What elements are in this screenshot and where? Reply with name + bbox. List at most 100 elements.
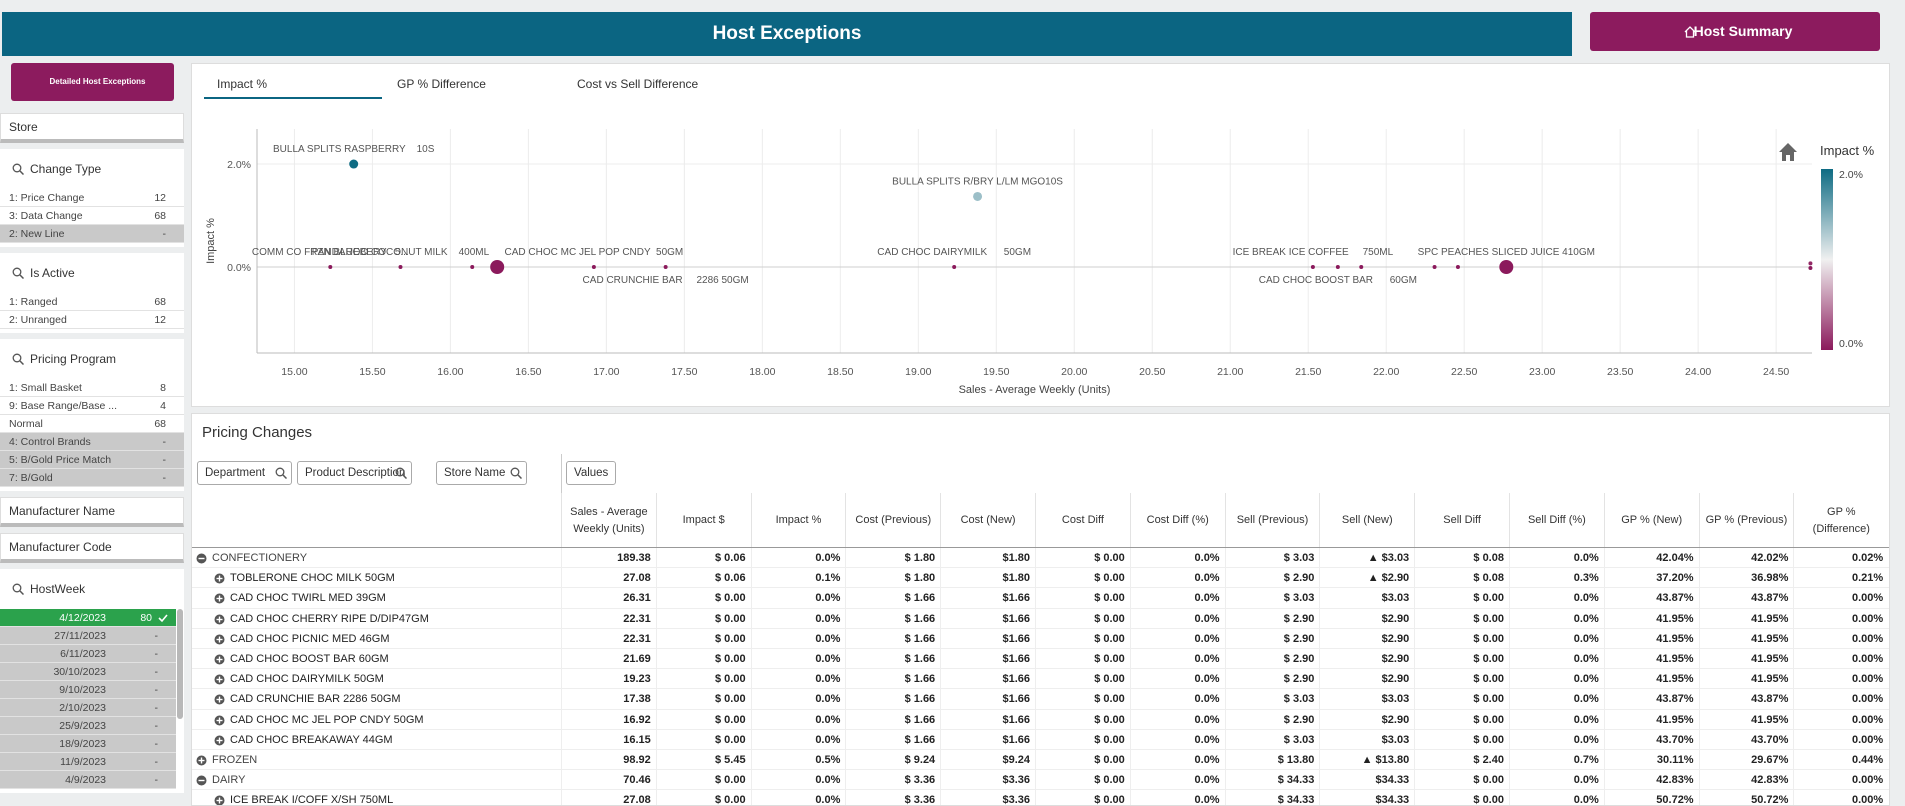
point-label: BULLA SPLITS RASPBERRY 10S <box>273 144 435 155</box>
point-label: ICE BREAK ICE COFFEE 750ML <box>1233 247 1394 258</box>
tab[interactable]: GP % Difference <box>397 77 486 91</box>
column-header: Cost (Previous) <box>845 493 940 548</box>
table-cell: $ 0.00 <box>655 790 751 805</box>
x-tick-label: 24.00 <box>1685 366 1711 378</box>
table-cell: $ 2.90 <box>1224 628 1320 649</box>
icon[interactable] <box>196 755 207 766</box>
item-count: 68 <box>154 296 166 308</box>
table-cell: 41.95% <box>1603 669 1699 690</box>
filter-item[interactable]: 9: Base Range/Base ... 4 <box>0 397 184 415</box>
table-cell: $ 1.80 <box>845 568 940 589</box>
table-cell: $ 3.36 <box>845 770 940 791</box>
host-summary-button[interactable]: Host Summary <box>1590 12 1880 51</box>
point <box>952 265 957 270</box>
icon[interactable] <box>214 654 225 665</box>
x-tick-label: 19.00 <box>905 366 931 378</box>
x-tick-label: 16.00 <box>437 366 463 378</box>
filter-item[interactable]: 30/10/2023 - <box>0 663 176 681</box>
filter-item[interactable]: 18/9/2023 - <box>0 735 176 753</box>
table-cell: 0.0% <box>1509 608 1604 629</box>
table-cell: $34.33 <box>1319 790 1414 805</box>
row-label: CAD CRUNCHIE BAR 2286 50GM <box>230 693 401 706</box>
values-button[interactable]: Values <box>566 461 616 485</box>
table-cell: 0.0% <box>1129 790 1225 805</box>
table-cell: $ 3.36 <box>845 790 940 805</box>
table-cell: $3.36 <box>940 770 1035 791</box>
table-cell: 0.00% <box>1793 770 1888 791</box>
filter-item[interactable]: 4/9/2023 - <box>0 771 176 789</box>
filter-item[interactable]: 6/11/2023 - <box>0 645 176 663</box>
column-header: GP % (New) <box>1603 493 1699 548</box>
dimension-button[interactable]: Store Name <box>436 461 527 485</box>
icon[interactable] <box>196 553 207 564</box>
filter-item[interactable]: 2: Unranged 12 <box>0 311 184 329</box>
icon[interactable] <box>214 634 225 645</box>
detail-button[interactable]: Detailed Host Exceptions <box>11 63 174 101</box>
filter-box[interactable]: Manufacturer Name <box>0 497 184 527</box>
icon <box>1684 26 1696 38</box>
icon[interactable] <box>214 593 225 604</box>
item-label: 9: Base Range/Base ... <box>9 400 117 412</box>
filter-item[interactable]: 4/12/2023 80 <box>0 609 176 627</box>
table-cell: 0.0% <box>750 770 846 791</box>
point-label: CAD CHOC MC JEL POP CNDY 50GM <box>505 247 684 258</box>
table-cell: $ 0.08 <box>1414 568 1509 589</box>
table-cell: $ 0.00 <box>655 588 751 609</box>
filter-item[interactable]: 11/9/2023 - <box>0 753 176 771</box>
icon[interactable] <box>214 715 225 726</box>
table-cell: $ 0.00 <box>1035 628 1130 649</box>
row-label: CAD CHOC MC JEL POP CNDY 50GM <box>230 713 424 726</box>
filter-box[interactable]: Store <box>0 113 184 143</box>
table-cell: 0.00% <box>1793 790 1888 805</box>
x-tick-label: 15.50 <box>359 366 385 378</box>
filter-item[interactable]: 5: B/Gold Price Match - <box>0 451 184 469</box>
table-cell: 50.72% <box>1603 790 1699 805</box>
scrollbar <box>177 609 183 719</box>
table-cell: $ 0.00 <box>1414 628 1509 649</box>
filter-item[interactable]: 9/10/2023 - <box>0 681 176 699</box>
filter-item[interactable]: 2: New Line - <box>0 225 184 243</box>
table-cell: 0.00% <box>1793 729 1888 750</box>
filter-box[interactable]: Manufacturer Code <box>0 533 184 563</box>
x-tick-label: 16.50 <box>515 366 541 378</box>
filter-item[interactable]: 1: Price Change 12 <box>0 189 184 207</box>
icon[interactable] <box>214 735 225 746</box>
search-icon <box>12 353 22 363</box>
filter-item[interactable]: 1: Ranged 68 <box>0 293 184 311</box>
table-cell: 0.00% <box>1793 608 1888 629</box>
table-cell: 27.08 <box>561 568 656 589</box>
icon[interactable] <box>214 573 225 584</box>
filter-title: Is Active <box>30 266 75 280</box>
icon[interactable] <box>214 795 225 806</box>
item-count: - <box>162 472 167 484</box>
icon[interactable] <box>214 674 225 685</box>
filter-item[interactable]: 1: Small Basket 8 <box>0 379 184 397</box>
table-row: CAD CHOC DAIRYMILK 50GM 19.23 $ 0.00 0.0% $ … <box>192 669 1889 690</box>
tab[interactable]: Impact % <box>217 77 268 91</box>
filter-item[interactable]: 25/9/2023 - <box>0 717 176 735</box>
table-cell: $ 3.03 <box>1224 548 1320 569</box>
table-cell: $ 0.00 <box>1035 689 1130 710</box>
dimension-button[interactable]: Department <box>197 461 292 485</box>
tab[interactable]: Cost vs Sell Difference <box>577 77 699 91</box>
table-cell: 0.0% <box>750 790 846 805</box>
table-cell: 16.15 <box>561 729 656 750</box>
table-cell: 41.95% <box>1698 608 1794 629</box>
table-cell: $1.80 <box>940 568 1035 589</box>
filter-title: Manufacturer Name <box>9 504 116 518</box>
x-tick-label: 20.00 <box>1061 366 1087 378</box>
table-cell: 0.00% <box>1793 628 1888 649</box>
dimension-button[interactable]: Product Description <box>297 461 412 485</box>
filter-item[interactable]: 27/11/2023 - <box>0 627 176 645</box>
legend-tick-label: 2.0% <box>1839 169 1863 181</box>
filter-item[interactable]: 2/10/2023 - <box>0 699 176 717</box>
icon[interactable] <box>214 614 225 625</box>
row-label: CAD CHOC BOOST BAR 60GM <box>230 653 389 665</box>
icon[interactable] <box>214 694 225 705</box>
icon[interactable] <box>196 775 207 786</box>
filter-item[interactable]: 7: B/Gold - <box>0 469 184 487</box>
filter-item[interactable]: 3: Data Change 68 <box>0 207 184 225</box>
filter-item[interactable]: Normal 68 <box>0 415 184 433</box>
x-tick-label: 17.00 <box>593 366 619 378</box>
filter-item[interactable]: 4: Control Brands - <box>0 433 184 451</box>
